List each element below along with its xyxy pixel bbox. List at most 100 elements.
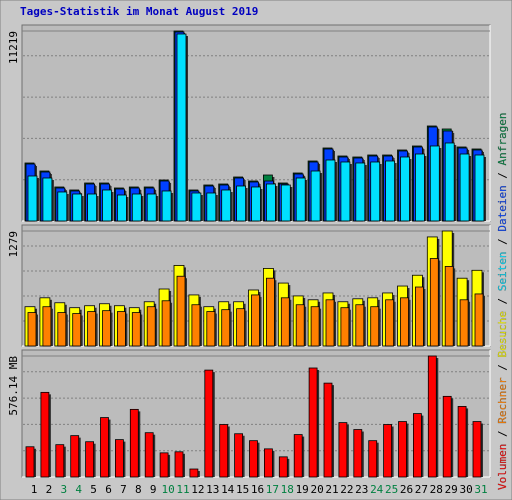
- bar: [189, 468, 199, 478]
- x-tick-label: 16: [251, 483, 264, 496]
- legend-entry: Anfragen: [496, 112, 509, 165]
- x-tick-label: 8: [135, 483, 142, 496]
- x-tick-label: 26: [400, 483, 413, 496]
- bar: [400, 297, 409, 347]
- bar: [310, 306, 320, 347]
- legend-entry: Besuche: [496, 311, 509, 357]
- bar: [144, 432, 154, 478]
- bar: [429, 145, 440, 222]
- x-tick-label: 29: [445, 483, 458, 496]
- bar: [459, 299, 469, 347]
- y-tick-label: 576.14 MB: [7, 356, 20, 416]
- bar: [206, 192, 217, 222]
- legend-entry: Volumen: [496, 444, 509, 490]
- bar: [427, 355, 437, 478]
- legend-separator: /: [496, 358, 509, 378]
- bar: [72, 313, 82, 347]
- bar: [280, 184, 291, 222]
- bar: [265, 183, 276, 222]
- bar: [206, 311, 216, 347]
- bar: [263, 448, 273, 478]
- bar: [457, 406, 467, 478]
- bar: [280, 297, 290, 347]
- bar: [72, 193, 83, 222]
- bar: [293, 434, 303, 478]
- bar: [325, 159, 336, 222]
- y-tick-label: 11219: [7, 31, 20, 64]
- bar: [368, 440, 378, 478]
- bar: [161, 190, 172, 222]
- bar: [57, 312, 67, 347]
- bar: [325, 299, 335, 347]
- bar: [249, 440, 258, 478]
- bar: [221, 189, 232, 222]
- bar: [70, 435, 80, 478]
- bar: [234, 433, 244, 478]
- bar: [414, 286, 424, 347]
- bar: [176, 275, 186, 347]
- x-tick-label: 1: [31, 483, 38, 496]
- bar: [191, 304, 201, 347]
- bar: [117, 194, 127, 222]
- bar: [385, 160, 396, 222]
- legend-separator: /: [496, 424, 509, 444]
- x-tick-label: 21: [325, 483, 338, 496]
- bar: [102, 189, 112, 222]
- x-tick-label: 23: [355, 483, 368, 496]
- x-tick-label: 3: [60, 483, 67, 496]
- chart-title: Tages-Statistik im Monat August 2019: [20, 5, 258, 18]
- bar: [444, 266, 454, 347]
- bar: [87, 193, 97, 222]
- x-tick-label: 22: [340, 483, 353, 496]
- bar: [131, 312, 141, 347]
- bar: [40, 391, 50, 478]
- bar: [429, 258, 439, 347]
- bar: [340, 307, 350, 347]
- bar: [27, 175, 38, 222]
- bar: [236, 308, 246, 347]
- bar: [474, 293, 484, 347]
- bar: [442, 395, 452, 478]
- bar: [472, 421, 482, 478]
- x-tick-label: 13: [206, 483, 219, 496]
- bar: [308, 367, 318, 478]
- bar: [251, 294, 260, 347]
- bar: [115, 439, 124, 478]
- bar: [278, 456, 288, 478]
- bar: [57, 191, 68, 222]
- x-tick-label: 14: [221, 483, 235, 496]
- bar: [159, 452, 169, 478]
- bar: [251, 186, 261, 222]
- bar: [161, 300, 171, 347]
- bar: [176, 33, 187, 222]
- bar: [100, 417, 109, 478]
- bar: [42, 306, 52, 347]
- bar: [85, 441, 94, 478]
- x-tick-label: 28: [430, 483, 443, 496]
- legend-separator: /: [496, 232, 509, 252]
- legend: Volumen / Rechner / Besuche / Seiten / D…: [496, 112, 509, 490]
- bar: [295, 304, 305, 347]
- bar: [355, 304, 365, 347]
- x-tick-label: 2: [46, 483, 53, 496]
- bar: [370, 306, 380, 347]
- x-tick-label: 10: [161, 483, 174, 496]
- bar: [204, 369, 214, 478]
- x-tick-label: 15: [236, 483, 249, 496]
- bar: [27, 312, 37, 347]
- bar: [323, 382, 333, 478]
- bar: [87, 311, 96, 347]
- bar: [474, 154, 485, 222]
- legend-separator: /: [496, 291, 509, 311]
- bar: [295, 177, 306, 222]
- bar: [385, 299, 395, 347]
- bar: [459, 153, 470, 222]
- bar: [398, 421, 407, 478]
- x-tick-label: 9: [150, 483, 157, 496]
- x-tick-label: 19: [296, 483, 309, 496]
- x-tick-label: 20: [310, 483, 323, 496]
- x-tick-label: 4: [75, 483, 82, 496]
- x-tick-label: 31: [474, 483, 487, 496]
- bar: [219, 424, 229, 478]
